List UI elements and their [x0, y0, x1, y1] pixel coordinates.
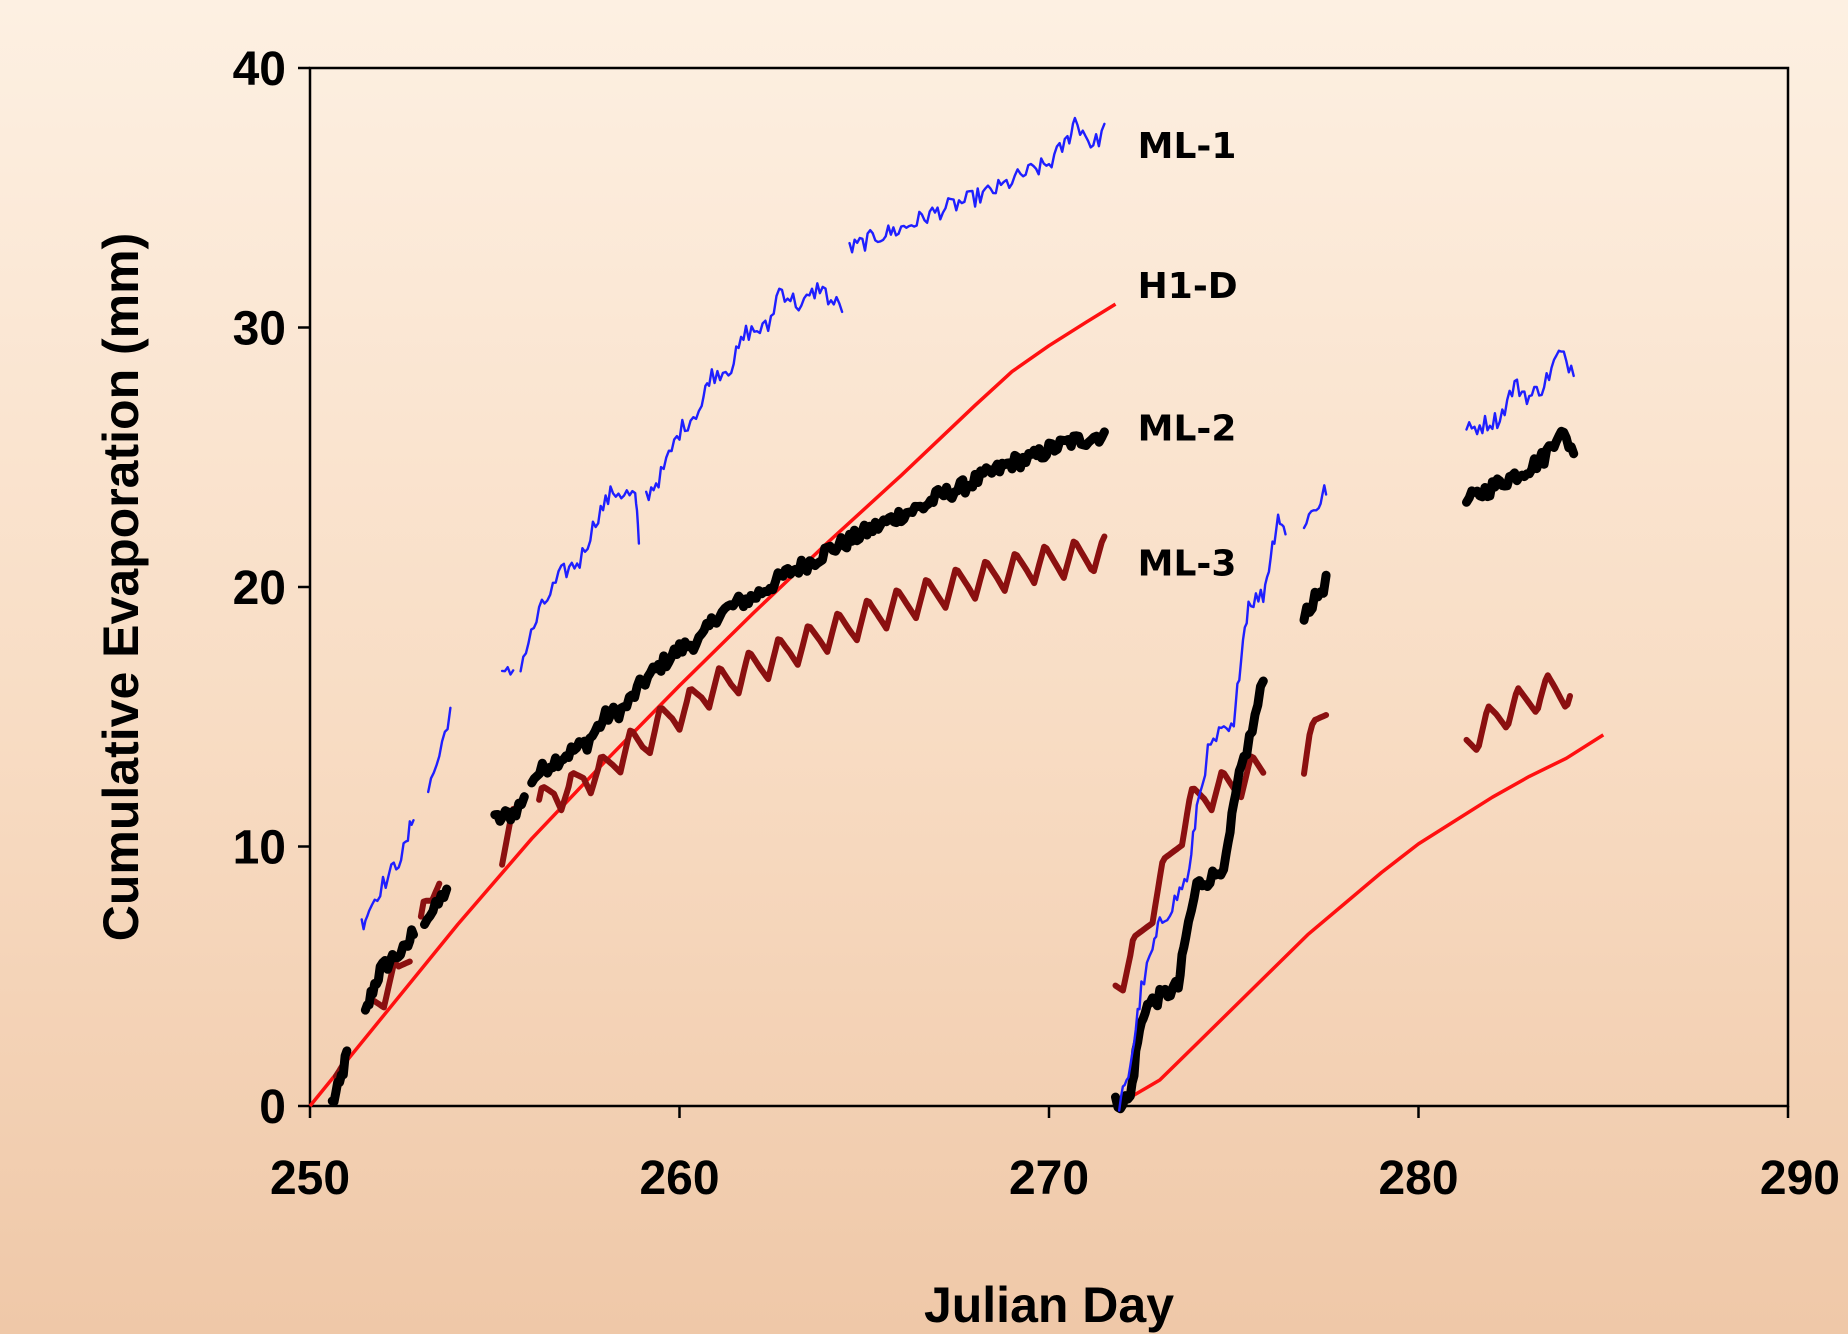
- series-line: [1462, 426, 1579, 507]
- series-line: [1114, 733, 1605, 1108]
- series-line: [420, 884, 452, 929]
- series-line: [519, 485, 641, 673]
- x-axis-title: Julian Day: [924, 1277, 1174, 1333]
- series-ml-2: [327, 426, 1579, 1114]
- y-axis-ticks: 0 10 20 30 40: [233, 43, 310, 1134]
- plot-area: [308, 66, 1790, 1108]
- series-line: [1302, 484, 1328, 530]
- y-tick-label: 40: [233, 43, 286, 96]
- y-tick-label: 10: [233, 822, 286, 875]
- series-line: [645, 282, 844, 502]
- x-tick-label: 280: [1378, 1152, 1458, 1205]
- y-tick-label: 30: [233, 303, 286, 356]
- x-tick-label: 260: [639, 1152, 719, 1205]
- series-line: [427, 706, 452, 794]
- series-line: [1299, 570, 1331, 625]
- x-tick-label: 270: [1009, 1152, 1089, 1205]
- series-line: [327, 1046, 352, 1107]
- series-label-ml-1: ML-1: [1138, 126, 1237, 167]
- series-line: [527, 427, 1109, 788]
- series-line: [536, 533, 1108, 814]
- series-line: [500, 666, 515, 676]
- x-axis-ticks: 250 260 270 280 290: [270, 1106, 1840, 1205]
- series-line: [1463, 672, 1573, 753]
- series-line: [366, 958, 413, 1011]
- series-line: [1465, 349, 1575, 436]
- series-line: [1118, 513, 1287, 1112]
- y-tick-label: 20: [233, 562, 286, 615]
- x-tick-label: 290: [1760, 1152, 1840, 1205]
- series-labels: ML-1 H1-D ML-2 ML-3: [1138, 126, 1238, 585]
- series-line: [1301, 712, 1330, 777]
- series-line: [360, 925, 418, 1015]
- series-label-ml-3: ML-3: [1138, 544, 1237, 585]
- series-h1-d: [308, 302, 1605, 1108]
- y-tick-label: 0: [259, 1081, 286, 1134]
- series-layer: [308, 116, 1605, 1114]
- series-label-ml-2: ML-2: [1138, 409, 1237, 450]
- series-line: [360, 819, 415, 931]
- y-axis-title: Cumulative Evaporation (mm): [93, 233, 149, 941]
- series-line: [490, 792, 529, 826]
- series-line: [1111, 676, 1268, 1114]
- series-line: [848, 116, 1106, 254]
- x-tick-label: 250: [270, 1152, 350, 1205]
- series-ml-1: [360, 116, 1575, 1112]
- series-label-h1-d: H1-D: [1138, 266, 1238, 307]
